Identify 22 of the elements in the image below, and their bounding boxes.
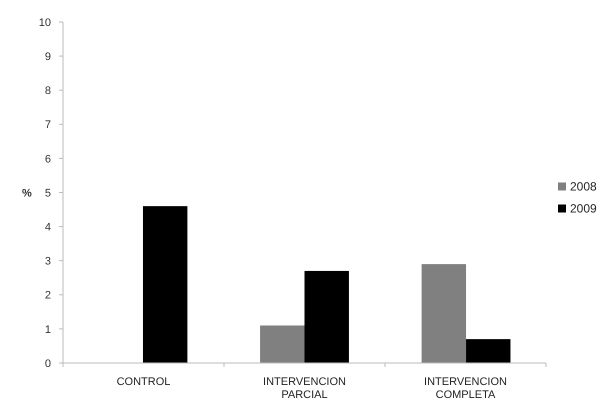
y-tick-label: 0 [44,358,51,370]
y-axis-title: % [22,187,32,200]
y-tick-label: 10 [38,16,51,29]
bar [304,270,349,363]
bar [260,325,304,363]
bar [422,264,466,363]
legend-label: 2009 [570,202,598,216]
bar [142,206,188,363]
y-tick-label: 1 [44,324,51,336]
legend-label: 2008 [570,180,598,194]
y-tick-label: 8 [44,85,51,98]
x-tick-label: INTERVENCION PARCIAL [263,376,346,401]
y-tick-label: 6 [44,153,51,166]
x-tick-label: INTERVENCION COMPLETA [424,376,508,401]
y-tick-label: 2 [44,290,51,302]
y-tick-label: 3 [44,256,51,268]
y-tick-label: 4 [44,221,51,234]
x-tick-label: CONTROL [116,376,170,388]
y-tick-label: 7 [44,119,51,132]
y-tick-label: 5 [44,187,51,200]
y-tick-label: 9 [44,50,51,63]
bar [466,339,510,363]
